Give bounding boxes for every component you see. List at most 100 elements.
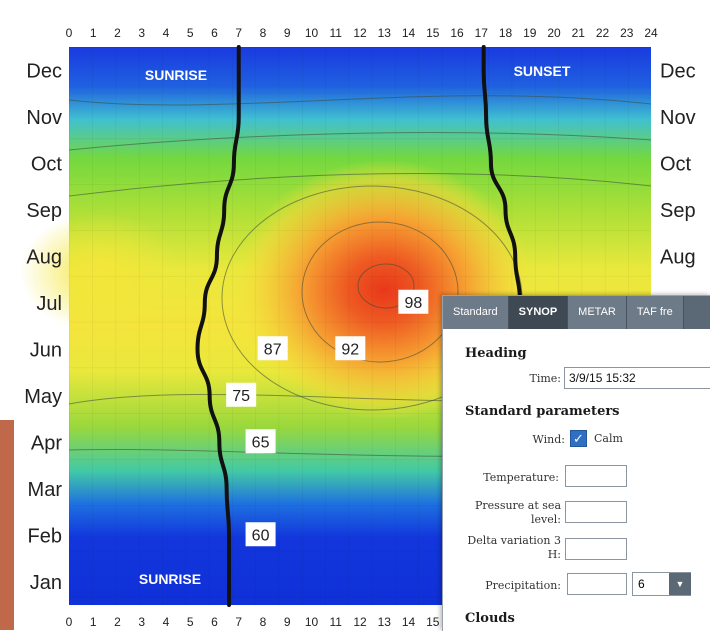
contour-label: 60 <box>252 527 270 544</box>
wind-label: Wind: <box>532 433 565 446</box>
chevron-down-icon[interactable]: ▼ <box>669 573 691 595</box>
hour-tick-bottom: 3 <box>138 615 145 629</box>
hour-tick-top: 12 <box>353 26 367 40</box>
sunrise-curve <box>195 45 241 607</box>
month-tick-left: May <box>24 386 62 408</box>
sunset-curve <box>481 45 523 305</box>
hour-tick-bottom: 11 <box>330 615 343 629</box>
contour-upper <box>68 172 652 197</box>
month-tick-left: Sep <box>26 200 62 222</box>
contour-label-box <box>398 289 429 314</box>
standard-parameters-title: Standard parameters <box>465 404 620 419</box>
hour-tick-top: 9 <box>284 26 291 40</box>
hour-tick-top: 17 <box>475 26 489 40</box>
tab-synop[interactable]: SYNOP <box>508 296 569 329</box>
contour-98 <box>357 263 415 309</box>
hour-tick-top: 0 <box>66 26 73 40</box>
hour-tick-bottom: 10 <box>305 615 319 629</box>
month-tick-right: Aug <box>660 246 696 268</box>
contour-label: 98 <box>404 295 422 312</box>
month-tick-left: Apr <box>31 432 62 454</box>
synop-entry-panel: Standard SYNOP METAR TAF fre Heading Tim… <box>442 295 710 631</box>
sunset-label: SUNSET <box>514 63 571 79</box>
month-tick-right: Dec <box>660 60 696 82</box>
contour-lines <box>68 95 652 457</box>
pressure-label-line1: Pressure at sea <box>475 499 561 512</box>
hour-tick-top: 2 <box>114 26 121 40</box>
month-tick-left: Feb <box>28 525 62 547</box>
panel-tabs: Standard SYNOP METAR TAF fre <box>443 296 710 329</box>
hour-tick-top: 14 <box>402 26 416 40</box>
temperature-label: Temperature: <box>483 471 559 484</box>
hour-tick-top: 22 <box>596 26 610 40</box>
pressure-label-line2: level: <box>531 513 561 526</box>
contour-label: 92 <box>341 341 359 358</box>
contour-label: 87 <box>264 341 282 358</box>
hour-tick-top: 5 <box>187 26 194 40</box>
hour-tick-bottom: 15 <box>426 615 440 629</box>
month-axis-left: Jan Feb Mar Apr May Jun Jul Aug Sep Oct Nov Dec <box>24 60 62 594</box>
hour-tick-top: 10 <box>305 26 319 40</box>
hour-tick-bottom: 4 <box>163 615 170 629</box>
tab-taf[interactable]: TAF fre <box>626 296 684 329</box>
hour-tick-bottom: 9 <box>284 615 291 629</box>
hour-tick-top: 16 <box>450 26 464 40</box>
month-tick-right: Nov <box>660 107 696 129</box>
delta-label-line1: Delta variation 3 <box>467 534 561 547</box>
hour-tick-top: 15 <box>426 26 440 40</box>
tab-metar[interactable]: METAR <box>568 296 627 329</box>
month-tick-left: Jun <box>30 339 62 361</box>
time-input[interactable]: 3/9/15 15:32 <box>564 367 710 389</box>
calm-checkbox[interactable]: ✓ <box>570 430 587 447</box>
contour-label-box <box>245 429 276 454</box>
month-tick-left: Dec <box>26 60 62 82</box>
hour-tick-bottom: 12 <box>353 615 367 629</box>
hour-tick-top: 11 <box>330 26 343 40</box>
hour-tick-bottom: 13 <box>378 615 392 629</box>
hour-tick-top: 13 <box>378 26 392 40</box>
hour-tick-bottom: 6 <box>211 615 218 629</box>
sunrise-label-bottom: SUNRISE <box>139 571 201 587</box>
delta-label-line2: H: <box>547 548 561 561</box>
hour-tick-bottom: 7 <box>235 615 242 629</box>
hour-tick-bottom: 14 <box>402 615 416 629</box>
hour-tick-bottom: 5 <box>187 615 194 629</box>
hour-tick-top: 8 <box>260 26 267 40</box>
clouds-section-title: Clouds <box>465 611 515 626</box>
hour-tick-top: 24 <box>644 26 658 40</box>
contour-label-box <box>335 336 366 361</box>
temperature-input[interactable] <box>565 465 627 487</box>
precipitation-label: Precipitation: <box>485 579 561 592</box>
contour-label: 65 <box>252 434 270 451</box>
hour-tick-bottom: 8 <box>260 615 267 629</box>
contour-92 <box>301 221 459 363</box>
contour-label: 75 <box>232 388 250 405</box>
month-tick-left: Oct <box>31 153 63 175</box>
calm-label: Calm <box>594 432 623 445</box>
sunrise-label-top: SUNRISE <box>145 67 207 83</box>
time-label: Time: <box>529 372 561 385</box>
hour-tick-bottom: 0 <box>66 615 73 629</box>
delta-input[interactable] <box>565 538 627 560</box>
hour-tick-top: 21 <box>572 26 586 40</box>
precipitation-input[interactable] <box>567 573 627 595</box>
month-tick-right: Oct <box>660 153 692 175</box>
hour-tick-bottom: 1 <box>90 615 97 629</box>
hour-tick-top: 7 <box>235 26 242 40</box>
hour-tick-top: 18 <box>499 26 513 40</box>
tab-standard[interactable]: Standard <box>443 296 509 329</box>
hour-tick-top: 1 <box>90 26 97 40</box>
hour-tick-top: 19 <box>523 26 537 40</box>
hour-tick-top: 3 <box>138 26 145 40</box>
month-tick-left: Aug <box>26 246 62 268</box>
month-tick-right: Sep <box>660 200 696 222</box>
contour-label-box <box>245 522 276 547</box>
contour-labels: 98 92 87 75 65 60 <box>226 289 429 547</box>
month-tick-left: Jul <box>36 293 62 315</box>
hour-tick-top: 23 <box>620 26 634 40</box>
heading-section-title: Heading <box>465 346 527 361</box>
pressure-input[interactable] <box>565 501 627 523</box>
hour-tick-top: 4 <box>163 26 170 40</box>
month-tick-left: Mar <box>28 479 63 501</box>
